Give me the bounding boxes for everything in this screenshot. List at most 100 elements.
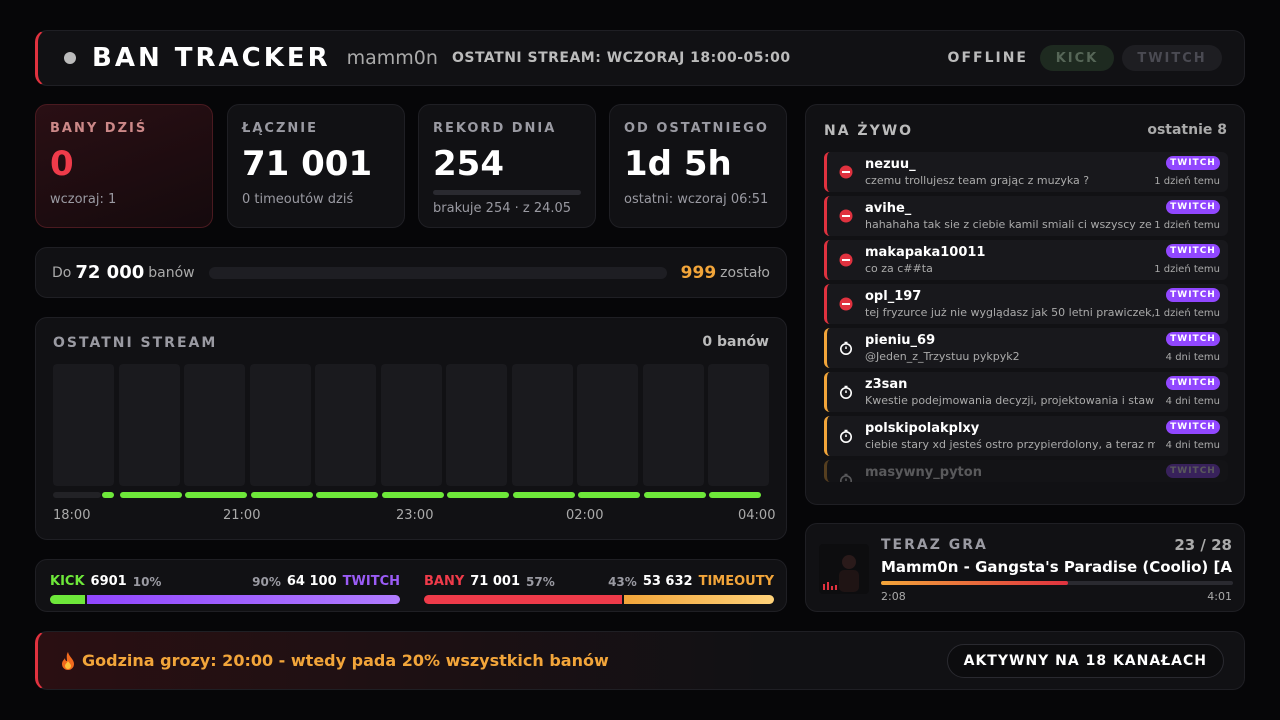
feed-platform: TWITCH [1166,376,1220,390]
header: BAN TRACKER mamm0n OSTATNI STREAM: WCZOR… [35,30,1245,86]
live-title: NA ŻYWO [824,123,914,139]
icon-bar [842,303,850,305]
channels-badge: AKTYWNY NA 18 KANAŁACH [946,643,1224,678]
np-progress [881,581,1068,585]
platform-pill[interactable]: KICK [1040,45,1114,71]
activity-segment [578,492,640,498]
hour-column [249,364,311,486]
ban-icon [839,253,853,267]
stream-title: OSTATNI STREAM [53,335,218,351]
feed-user: opl_197 [865,289,922,304]
stat-sub: brakuje 254 · z 24.05 [433,201,572,216]
live-panel: NA ŻYWO ostatnie 8 nezuu_czemu trollujes… [805,104,1245,505]
activity-segment [512,492,575,498]
split-left-bar [424,595,623,604]
icon-circle [840,343,852,355]
feed-user: polskipolakplxy [865,421,980,436]
record-bar [433,190,581,195]
split-right-label: TIMEOUTY [698,574,774,589]
icon-hand [844,385,848,393]
activity-segment [381,492,444,498]
split-right-pct: 90% [252,574,281,589]
timeout-icon [840,341,852,355]
stream-panel: OSTATNI STREAM 0 banów 18:00 21:00 23:00 02… [35,317,787,540]
goal-remaining-label: zostało [720,264,770,281]
feed-message: czemu trollujesz team grając z muzyka ? [865,174,1090,187]
split-left-value: 6901 [90,574,127,589]
split: KICK 6901 10% 90% 64 100 TWITCH [50,574,400,604]
split-left-label: BANY [424,574,465,589]
feed-user: masywny_pyton [865,465,982,480]
np-track [881,581,1233,585]
time-label: 04:00 [738,508,776,523]
feed-message: tej fryzurce już nie wyglądasz jak 50 le… [865,306,1155,319]
feed-platform: TWITCH [1166,288,1220,302]
feed-platform: TWITCH [1166,156,1220,170]
goal-prefix: Do [52,264,72,281]
feed-item: masywny_pyton TWITCH [824,460,1228,482]
icon-hand [844,341,848,349]
icon-bar [842,215,850,217]
split-bar [50,595,400,604]
time-label: 23:00 [396,508,434,523]
feed-time: 1 dzień temu [1154,264,1220,275]
np-elapsed: 2:08 [881,590,906,603]
icon-hand [844,473,848,481]
icon-hand [844,429,848,437]
feed-time: 4 dni temu [1165,440,1220,451]
split-row: KICK 6901 10% 90% 64 100 TWITCH [50,574,400,589]
activity-segment [316,492,378,498]
goal-unit: banów [148,264,195,281]
split-left-pct: 10% [132,574,162,589]
feed-time: 1 dzień temu [1154,220,1220,231]
stat-card: ŁĄCZNIE 71 001 0 timeoutów dziś [227,104,405,228]
header-right: OFFLINE KICK TWITCH [948,45,1222,71]
feed-user: nezuu_ [865,157,916,172]
stream-total: 0 banów [702,334,769,350]
hour-column [315,364,376,486]
stat-value: 71 001 [242,144,373,184]
feed-time: 4 dni temu [1165,396,1220,407]
feed-item: makapaka10011 co za c##ta TWITCH 1 dzień te… [824,240,1228,280]
hour-column [642,364,704,486]
feed-item: polskipolakplxy ciebie stary xd jesteś os… [824,416,1228,456]
split-bar [424,595,774,604]
split-left-value: 71 001 [470,574,521,589]
activity-segment [119,492,182,498]
split-right-value: 64 100 [286,574,337,589]
split-row: BANY 71 001 57% 43% 53 632 TIMEOUTY [424,574,774,589]
split-right-label: TWITCH [342,574,400,589]
hour-column [708,364,769,486]
ban-icon [839,165,853,179]
ban-icon [839,297,853,311]
activity-segment [185,492,247,498]
split: BANY 71 001 57% 43% 53 632 TIMEOUTY [424,574,774,604]
icon-circle [840,475,852,482]
live-count: ostatnie 8 [1147,122,1227,138]
ban-icon [839,209,853,223]
footer-message: Godzina grozy: 20:00 - wtedy pada 20% ws… [82,651,609,670]
hour-column [53,364,114,486]
feed-time: 4 dni temu [1165,352,1220,363]
stat-sub: wczoraj: 1 [50,192,117,207]
timeout-icon [840,429,852,443]
splits: KICK 6901 10% 90% 64 100 TWITCH BANY 71 001 57% 4… [35,559,787,612]
feed-platform: TWITCH [1166,420,1220,434]
activity-segment [447,492,509,498]
now-playing: TERAZ GRA 23 / 28 Mamm0n - Gangsta's Par… [805,523,1245,612]
feed-user: z3san [865,377,908,392]
status-dot [64,52,76,64]
stat-sub: 0 timeoutów dziś [242,192,354,207]
hour-column [380,364,442,486]
stat-value: 254 [433,144,504,184]
stat-card: REKORD DNIA 254 brakuje 254 · z 24.05 [418,104,596,228]
np-duration: 4:01 [1207,590,1232,603]
stat-sub: ostatni: wczoraj 06:51 [624,192,769,207]
platform-pill[interactable]: TWITCH [1122,45,1222,71]
feed-item: pieniu_69 @Jeden_z_Trzystuu pykpyk2 TWITCH… [824,328,1228,368]
split-right-bar [86,595,400,604]
stat-value: 1d 5h [624,144,732,184]
activity-segment [643,492,706,498]
stat-card: OD OSTATNIEGO 1d 5h ostatni: wczoraj 06:51 [609,104,787,228]
